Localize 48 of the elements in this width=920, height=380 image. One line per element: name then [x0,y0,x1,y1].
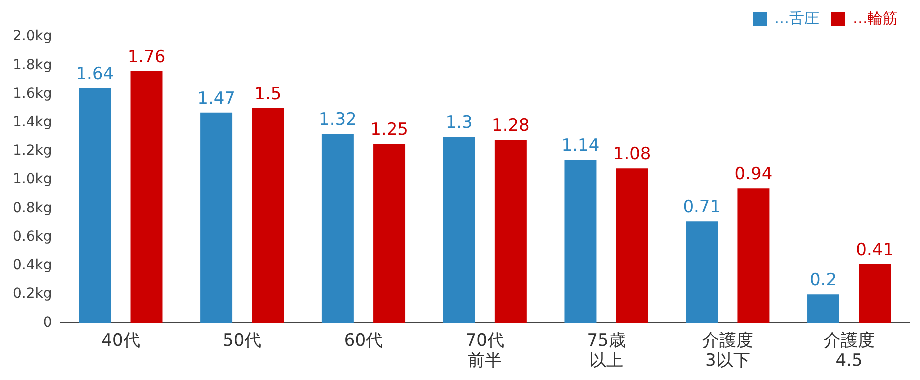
data-label: 0.2 [810,270,838,290]
bar [374,144,406,324]
x-tick-label: 70代前半 [466,330,504,372]
y-tick-label: 0 [43,314,52,331]
y-tick-label: 1.8kg [12,57,52,74]
y-tick-label: 0.4kg [12,258,52,274]
x-tick-label: 介護度3以下 [702,330,754,372]
data-label: 1.64 [76,64,114,84]
data-label: 1.76 [128,47,166,68]
x-tick-label: 介護度4.5 [824,330,875,372]
bar [808,294,840,324]
bar [738,188,770,324]
y-tick-label: 0.2kg [12,286,52,302]
bar [564,160,597,324]
bar [686,222,718,324]
data-label: 1.28 [492,116,530,136]
data-label: 1.25 [370,120,408,140]
y-tick-label: 1.4kg [12,114,52,130]
bar [859,264,892,324]
y-tick-label: 2.0kg [12,28,52,45]
data-label: 0.41 [856,240,894,260]
x-tick-label: 50代 [223,330,262,351]
bar [252,108,284,324]
bar [443,137,476,324]
bar [130,71,163,324]
data-label: 1.5 [254,84,282,104]
legend-label: …輪筋 [853,9,898,28]
data-label: 1.08 [613,144,652,165]
data-label: 1.32 [319,110,357,130]
data-label: 1.14 [562,136,600,156]
x-tick-label: 75歳以上 [587,330,626,372]
y-tick-label: 1.6kg [12,86,52,102]
bar [79,88,112,324]
y-tick-label: 1.2kg [12,143,52,160]
y-tick-label: 0.6kg [12,228,52,245]
data-label: 0.71 [683,198,722,218]
legend-label: …舌圧 [774,9,820,28]
y-tick-label: 1.0kg [12,172,52,188]
y-tick-label: 0.8kg [12,200,52,216]
bar [200,112,233,324]
bar [322,134,354,324]
x-tick-label: 60代 [344,330,384,351]
bar [494,140,527,324]
bar [616,168,648,324]
data-label: 1.47 [198,88,236,109]
data-label: 1.3 [446,113,473,134]
data-label: 0.94 [734,164,773,185]
x-tick-label: 40代 [102,330,140,351]
